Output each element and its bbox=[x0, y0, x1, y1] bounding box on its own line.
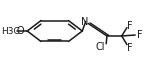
Text: F: F bbox=[137, 30, 142, 40]
Text: F: F bbox=[127, 21, 133, 31]
Text: H3C: H3C bbox=[1, 26, 20, 36]
Text: F: F bbox=[127, 43, 133, 53]
Text: N: N bbox=[81, 17, 89, 27]
Text: O: O bbox=[17, 26, 25, 36]
Text: Cl: Cl bbox=[96, 42, 105, 52]
